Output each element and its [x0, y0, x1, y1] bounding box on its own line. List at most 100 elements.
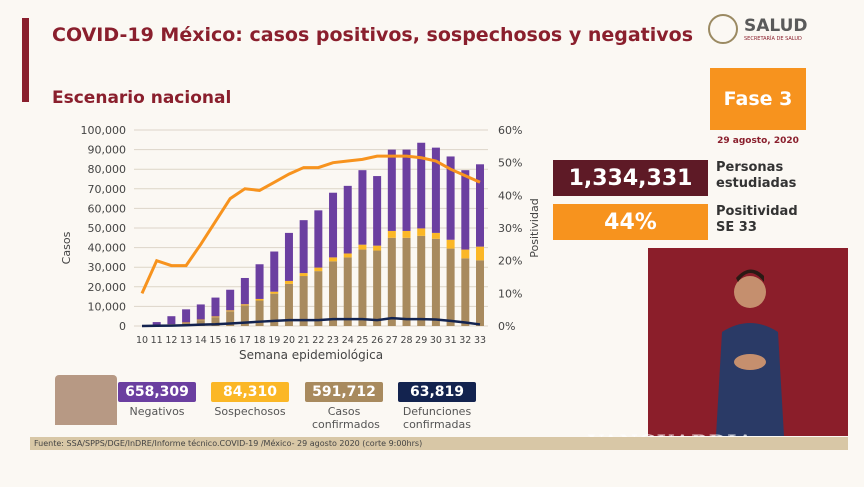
y2-tick-label: 20% — [498, 255, 522, 268]
y2-axis-label: Positividad — [528, 198, 541, 257]
x-tick-label: 18 — [254, 335, 266, 346]
bar-confirmados — [402, 237, 411, 326]
bar-sospechosos — [417, 228, 426, 236]
y-tick-label: 100,000 — [81, 124, 127, 137]
bar-negativos — [461, 170, 470, 250]
bar-confirmados — [211, 317, 220, 326]
x-tick-label: 13 — [180, 335, 192, 346]
x-tick-label: 28 — [400, 335, 412, 346]
bar-negativos — [196, 304, 205, 320]
salud-logo: SALUD SECRETARÍA DE SALUD — [708, 14, 808, 44]
stat-confirmados: 591,712 — [305, 382, 383, 402]
bar-confirmados — [270, 293, 279, 326]
x-tick-label: 16 — [224, 335, 236, 346]
bar-sospechosos — [182, 322, 191, 324]
logo-text: SALUD — [744, 16, 808, 36]
bar-sospechosos — [373, 245, 382, 251]
y-tick-label: 20,000 — [88, 281, 127, 294]
bar-negativos — [446, 156, 455, 240]
bar-sospechosos — [299, 273, 308, 277]
bar-sospechosos — [270, 291, 279, 294]
y-tick-label: 40,000 — [88, 242, 127, 255]
bar-sospechosos — [431, 232, 440, 239]
bar-confirmados — [387, 237, 396, 326]
bar-negativos — [402, 149, 411, 231]
bar-confirmados — [373, 250, 382, 326]
bar-sospechosos — [255, 298, 264, 301]
x-tick-label: 15 — [209, 335, 221, 346]
bar-sospechosos — [211, 316, 220, 318]
bar-sospechosos — [240, 304, 249, 306]
phase-badge: Fase 3 — [710, 68, 806, 130]
x-tick-label: 25 — [356, 335, 368, 346]
bar-negativos — [299, 220, 308, 274]
bar-sospechosos — [446, 239, 455, 249]
stat-sospechosos-label: Sospechosos — [214, 405, 286, 418]
bar-confirmados — [343, 257, 352, 326]
x-tick-label: 23 — [327, 335, 339, 346]
x-tick-label: 17 — [239, 335, 251, 346]
bar-negativos — [387, 149, 396, 231]
bar-confirmados — [431, 238, 440, 326]
bar-confirmados — [226, 311, 235, 326]
bar-sospechosos — [226, 310, 235, 312]
bar-sospechosos — [461, 249, 470, 259]
bar-confirmados — [299, 276, 308, 326]
bar-negativos — [167, 316, 176, 325]
positivity-label: Positividad SE 33 — [716, 204, 798, 235]
bar-negativos — [329, 192, 338, 258]
x-tick-label: 24 — [342, 335, 354, 346]
stat-negativos-label: Negativos — [129, 405, 185, 418]
x-tick-label: 32 — [459, 335, 471, 346]
bar-sospechosos — [387, 230, 396, 238]
x-tick-label: 30 — [430, 335, 442, 346]
y-tick-label: 90,000 — [88, 144, 127, 157]
bar-confirmados — [461, 258, 470, 326]
stat-defunciones-label: Defunciones confirmadas — [402, 405, 472, 431]
bar-negativos — [270, 251, 279, 292]
bar-sospechosos — [196, 319, 205, 321]
x-axis-label: Semana epidemiológica — [239, 348, 383, 362]
x-tick-label: 26 — [371, 335, 383, 346]
y-tick-label: 0 — [119, 320, 126, 333]
line-defunciones — [141, 316, 481, 328]
bar-negativos — [284, 232, 293, 281]
bar-negativos — [182, 309, 191, 323]
x-tick-label: 27 — [386, 335, 398, 346]
bar-sospechosos — [329, 257, 338, 262]
bar-confirmados — [240, 305, 249, 326]
bar-negativos — [476, 164, 484, 247]
stat-sospechosos: 84,310 — [211, 382, 289, 402]
bar-sospechosos — [402, 230, 411, 238]
cases-chart: 0 10,000 20,000 30,000 40,000 50,000 60,000 70,… — [60, 124, 541, 362]
y2-tick-label: 0% — [498, 320, 515, 333]
logo-subtext: SECRETARÍA DE SALUD — [744, 36, 802, 42]
x-tick-label: 19 — [268, 335, 280, 346]
bar-negativos — [255, 264, 264, 299]
bar-confirmados — [329, 261, 338, 326]
bar-sospechosos — [358, 244, 367, 250]
y2-tick-label: 60% — [498, 124, 522, 137]
page-title: COVID-19 México: casos positivos, sospec… — [52, 24, 693, 46]
bar-negativos — [211, 297, 220, 317]
bar-sospechosos — [284, 280, 293, 284]
bar-negativos — [343, 185, 352, 254]
studied-value: 1,334,331 — [553, 160, 708, 196]
x-tick-label: 22 — [312, 335, 324, 346]
bar-sospechosos — [343, 253, 352, 258]
bar-negativos — [152, 322, 161, 326]
bar-confirmados — [314, 271, 323, 326]
bar-negativos — [431, 147, 440, 233]
x-tick-label: 20 — [283, 335, 295, 346]
stat-defunciones: 63,819 — [398, 382, 476, 402]
seal-icon — [708, 14, 738, 44]
accent-bar — [22, 18, 29, 102]
bar-confirmados — [476, 260, 484, 326]
y-tick-label: 80,000 — [88, 163, 127, 176]
x-tick-label: 14 — [195, 335, 207, 346]
y2-tick-label: 40% — [498, 189, 522, 202]
heroes-logo — [55, 375, 117, 425]
bar-negativos — [226, 289, 235, 311]
x-tick-label: 21 — [298, 335, 310, 346]
bar-negativos — [358, 170, 367, 245]
